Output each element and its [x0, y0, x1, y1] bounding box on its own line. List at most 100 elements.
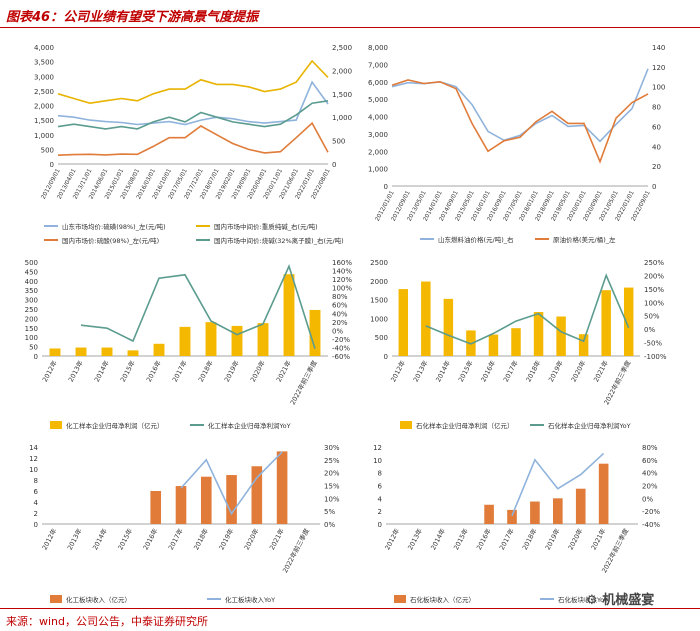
y-tick-left: 0 [50, 161, 54, 169]
series-line-1 [391, 79, 649, 164]
y-tick-left: 5,000 [368, 96, 388, 104]
x-tick-label: 2016年 [144, 358, 163, 383]
y-tick-left: 12 [373, 444, 382, 452]
chart-chemical-revenue: 0 2 4 6 8 10 12 14 0% 5% 10% 15% 20% 25% 30% 2012年 2013年… [29, 444, 340, 604]
bar [578, 334, 589, 356]
y-tick-right: 100% [332, 285, 352, 293]
y-tick-left: 3,000 [34, 73, 54, 81]
series-line-2 [57, 121, 329, 156]
bar [205, 322, 217, 356]
source-note: 来源：wind，公司公告，中泰证券研究所 [6, 615, 209, 628]
y-tick-right: 2,000 [332, 67, 352, 75]
y-tick-left: 150 [25, 325, 38, 333]
y-tick-left: 500 [25, 259, 38, 267]
bar [530, 501, 540, 524]
x-tick-label: 2019年 [217, 526, 236, 551]
y-tick-right: 1,500 [332, 91, 352, 99]
x-tick-label: 2014年 [433, 358, 452, 383]
y-tick-right: 250% [644, 259, 664, 267]
y-tick-left: 2,500 [34, 88, 54, 96]
y-tick-left: 12 [29, 455, 38, 463]
y-tick-left: 6,000 [368, 79, 388, 87]
yoy-line [425, 273, 630, 345]
legend-line-label: 石化板块收入YoY [558, 595, 608, 604]
bar [283, 274, 295, 356]
y-tick-left: 10 [29, 466, 38, 474]
y-tick-left: 2500 [370, 259, 388, 267]
y-tick-left: 7,000 [368, 61, 388, 69]
y-tick-right: 60% [332, 302, 348, 310]
y-tick-left: 0 [378, 521, 382, 529]
x-tick-label: 2016年 [141, 526, 160, 551]
y-tick-right: -60% [332, 353, 350, 361]
x-tick-label: 2017年 [166, 526, 185, 551]
x-tick-label: 2014年 [92, 358, 111, 383]
legend-bar-swatch [50, 421, 62, 429]
watermark-text: 机械盛宴 [602, 593, 655, 608]
y-tick-left: 2000 [370, 278, 388, 286]
x-tick-label: 2020年 [566, 526, 585, 551]
y-tick-right: 60 [652, 123, 661, 131]
bar [226, 475, 237, 524]
bar [484, 504, 494, 524]
bar [421, 281, 431, 356]
y-tick-left: 1000 [370, 315, 388, 323]
x-tick-label: 2015年 [451, 526, 470, 551]
y-tick-right: 80 [652, 104, 661, 112]
y-tick-right: 100% [644, 299, 664, 307]
y-tick-right: 120% [332, 276, 352, 284]
legend-item-label: 山东燃料油价格(元/吨)_右 [438, 235, 514, 244]
bar [175, 486, 187, 524]
x-tick-label: 2017年 [501, 358, 520, 383]
x-tick-label: 2021年 [589, 526, 608, 551]
y-tick-right: 140% [332, 268, 352, 276]
legend-bar-swatch [394, 595, 406, 603]
x-tick-label: 2015年 [115, 526, 134, 551]
y-tick-left: 300 [25, 297, 38, 305]
source-rule [0, 608, 700, 609]
x-tick-label: 2018年 [520, 526, 539, 551]
x-tick-label: 2017年 [170, 358, 189, 383]
x-tick-label: 2013年 [65, 526, 84, 551]
bar [623, 287, 634, 356]
y-tick-right: 30% [324, 444, 340, 452]
y-tick-left: 8,000 [368, 44, 388, 52]
legend-bar-swatch [400, 421, 412, 429]
series-line-1 [57, 59, 329, 105]
y-tick-left: 14 [29, 444, 38, 452]
x-tick-label: 2012年 [40, 526, 59, 551]
legend-bar-label: 石化板块收入（亿元） [410, 595, 475, 604]
series-line-0 [57, 80, 329, 126]
x-tick-label: 2012年 [40, 358, 59, 383]
yoy-line [80, 264, 316, 349]
x-tick-label: 2017年 [497, 526, 516, 551]
x-tick-label: 2020年 [242, 526, 261, 551]
series-line-3 [57, 100, 329, 130]
legend-line-label: 化工板块收入YoY [225, 595, 275, 604]
y-tick-left: 1500 [370, 297, 388, 305]
bar [179, 326, 191, 356]
y-tick-right: 60% [642, 457, 658, 465]
legend-line-label: 化工样本企业归母净利润YoY [208, 421, 291, 430]
chart-material-prices: 0 500 1,000 1,500 2,000 2,500 3,000 3,500 4,000 0… [34, 44, 352, 245]
y-tick-right: 5% [324, 508, 335, 516]
bar [488, 334, 499, 356]
y-tick-left: 450 [25, 268, 38, 276]
x-tick-label: 2013年 [66, 358, 85, 383]
bar [127, 350, 139, 356]
legend-bar-label: 石化样本企业归母净利润（亿元） [416, 421, 514, 430]
bar [575, 488, 586, 524]
y-tick-right: 20% [642, 483, 658, 491]
y-tick-left: 1,500 [34, 117, 54, 125]
y-tick-left: 6 [378, 483, 383, 491]
y-tick-left: 200 [25, 315, 38, 323]
y-tick-left: 8 [34, 477, 38, 485]
y-tick-left: 400 [25, 278, 38, 286]
bar [309, 309, 321, 356]
y-tick-right: 100 [652, 84, 665, 92]
y-tick-right: 10% [324, 495, 340, 503]
x-tick-label: 2020年 [248, 358, 267, 383]
x-tick-label: 2014年 [90, 526, 109, 551]
